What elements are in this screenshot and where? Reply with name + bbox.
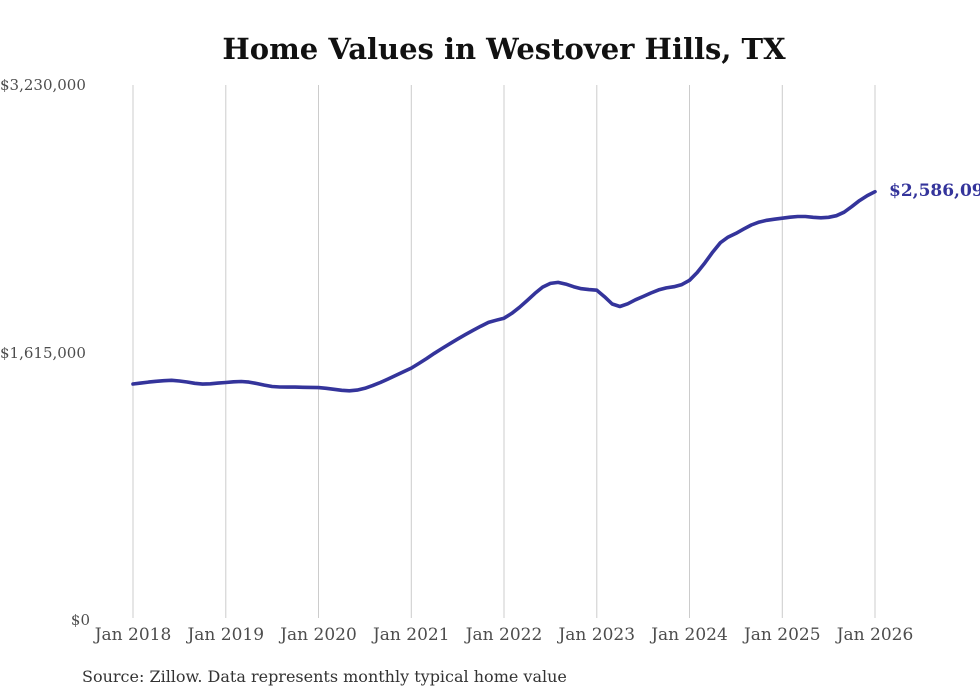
x-tick-label: Jan 2023 xyxy=(558,625,636,645)
y-axis-labels: $0 $1,615,000 $3,230,000 xyxy=(0,0,90,699)
chart-title: Home Values in Westover Hills, TX xyxy=(222,32,786,66)
y-tick-label: $1,615,000 xyxy=(0,343,86,362)
y-tick-label: $0 xyxy=(70,611,90,629)
x-tick-label: Jan 2022 xyxy=(465,625,543,645)
x-tick-label: Jan 2024 xyxy=(651,625,728,645)
y-tick-label: $3,230,000 xyxy=(0,76,86,94)
x-tick-label: Jan 2019 xyxy=(187,625,265,645)
x-tick-label: Jan 2025 xyxy=(743,625,821,645)
x-tick-label: Jan 2020 xyxy=(280,625,357,645)
latest-value-label: $2,586,097 xyxy=(889,180,980,201)
x-axis-labels: Jan 2018 Jan 2019 Jan 2020 Jan 2021 Jan 2022… xyxy=(0,625,980,649)
home-value-series-line xyxy=(131,189,877,393)
x-tick-label: Jan 2026 xyxy=(836,625,914,645)
x-tick-label: Jan 2018 xyxy=(94,625,172,645)
x-tick-label: Jan 2021 xyxy=(372,625,450,645)
source-note: Source: Zillow. Data represents monthly … xyxy=(82,667,567,686)
